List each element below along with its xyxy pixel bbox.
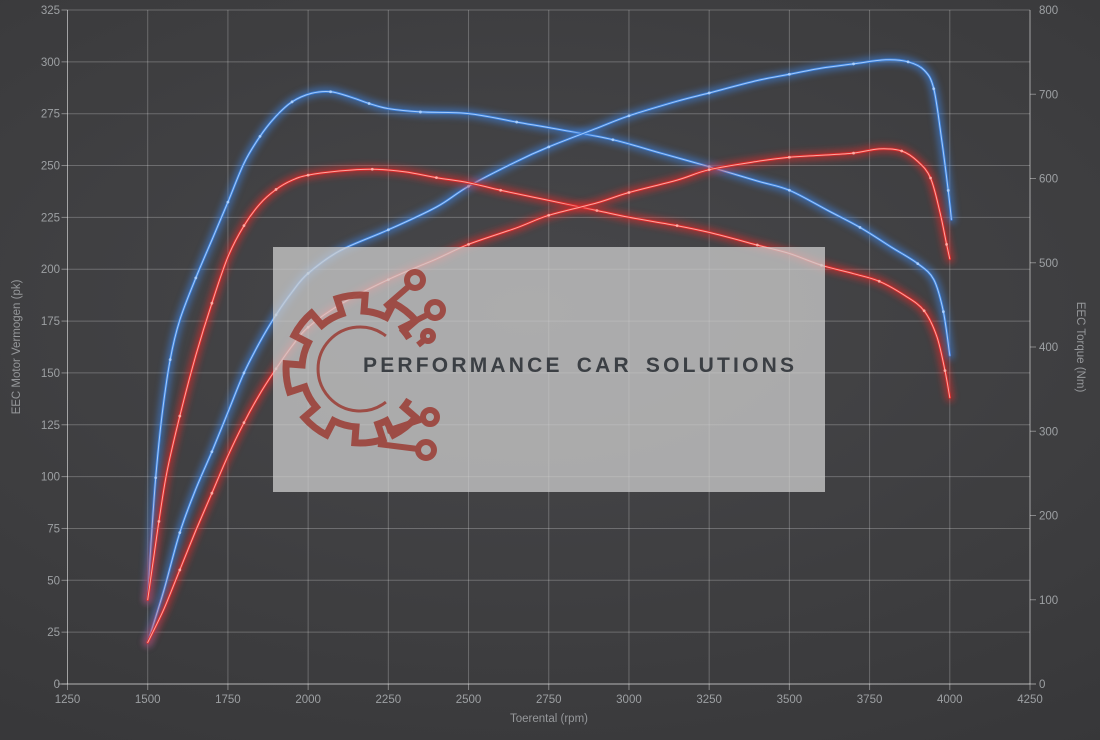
y-left-tick-label: 300 — [41, 57, 60, 69]
y-right-tick-label: 400 — [1039, 342, 1058, 354]
y-left-tick-label: 0 — [54, 679, 60, 691]
y-right-tick-label: 600 — [1039, 174, 1058, 186]
gear-inner-arc — [316, 325, 387, 413]
y-right-tick-label: 100 — [1039, 595, 1058, 607]
y-left-tick-label: 250 — [41, 161, 60, 173]
y-axis-right-title: EEC Torque (Nm) — [1074, 302, 1086, 393]
x-tick-label: 3000 — [616, 694, 642, 706]
gear-circuit-icon — [282, 269, 446, 461]
y-right-tick-label: 800 — [1039, 5, 1058, 17]
y-left-tick-label: 125 — [41, 420, 60, 432]
series-torque-red-line — [143, 164, 955, 605]
gear-outline — [282, 291, 421, 447]
x-tick-label: 2500 — [456, 694, 482, 706]
x-tick-label: 1250 — [55, 694, 81, 706]
y-right-tick-label: 0 — [1039, 679, 1045, 691]
dyno-curves — [143, 55, 956, 647]
y-left-tick-label: 325 — [41, 5, 60, 17]
y-left-tick-label: 175 — [41, 316, 60, 328]
y-left-tick-label: 25 — [47, 627, 60, 639]
y-right-tick-label: 200 — [1039, 511, 1058, 523]
y-left-tick-label: 225 — [41, 212, 60, 224]
x-tick-label: 3500 — [777, 694, 803, 706]
watermark-text: PERFORMANCE CAR SOLUTIONS — [363, 354, 798, 377]
y-right-tick-label: 500 — [1039, 258, 1058, 270]
series-torque-blue-line — [143, 87, 955, 605]
watermark-overlay: PERFORMANCE CAR SOLUTIONS — [273, 247, 825, 492]
x-tick-label: 4250 — [1017, 694, 1043, 706]
x-tick-label: 2000 — [295, 694, 321, 706]
y-axis-left-title: EEC Motor Vermogen (pk) — [11, 279, 23, 414]
x-tick-label: 1750 — [215, 694, 241, 706]
tick-labels: 0255075100125150175200225250275300325010… — [41, 5, 1058, 706]
x-axis-title: Toerental (rpm) — [510, 713, 588, 725]
x-tick-label: 1500 — [135, 694, 161, 706]
x-tick-label: 4000 — [937, 694, 963, 706]
x-tick-label: 3750 — [857, 694, 883, 706]
x-tick-label: 2250 — [376, 694, 402, 706]
y-left-tick-label: 50 — [47, 575, 60, 587]
series-power-blue-line — [143, 55, 956, 647]
y-left-tick-label: 150 — [41, 368, 60, 380]
y-left-tick-label: 75 — [47, 523, 60, 535]
circuit-traces — [377, 269, 446, 461]
y-left-tick-label: 200 — [41, 264, 60, 276]
y-left-tick-label: 275 — [41, 109, 60, 121]
y-right-tick-label: 700 — [1039, 89, 1058, 101]
y-left-tick-label: 100 — [41, 472, 60, 484]
x-tick-label: 3250 — [696, 694, 722, 706]
y-right-tick-label: 300 — [1039, 426, 1058, 438]
x-tick-label: 2750 — [536, 694, 562, 706]
axis-lines-and-ticks — [58, 9, 1036, 690]
